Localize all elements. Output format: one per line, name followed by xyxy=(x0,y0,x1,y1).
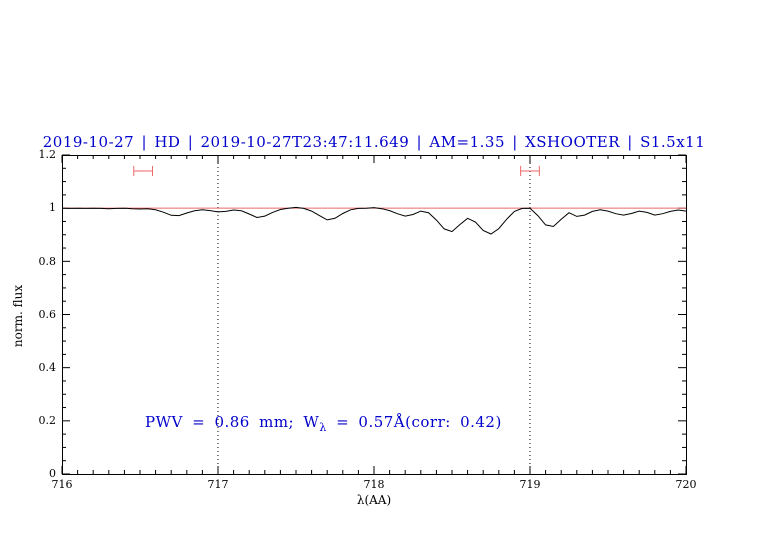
y-tick-label: 1 xyxy=(49,201,56,214)
y-tick-label: 0.4 xyxy=(38,361,57,374)
y-tick-label: 0.8 xyxy=(38,255,57,268)
x-tick-label: 717 xyxy=(207,478,229,491)
spectrum-line xyxy=(61,206,687,235)
plot-frame xyxy=(62,155,687,475)
plot-title: 2019-10-27 | HD | 2019-10-27T23:47:11.64… xyxy=(42,133,706,151)
pwv-annotation: PWV = 0.86 mm; Wλ = 0.57Å(corr: 0.42) xyxy=(145,413,502,434)
y-tick-label: 1.2 xyxy=(38,148,57,161)
y-tick-label: 0.2 xyxy=(38,414,57,427)
y-tick-label: 0.6 xyxy=(38,308,57,321)
x-axis-label: λ(AA) xyxy=(356,493,392,507)
x-tick-label: 720 xyxy=(675,478,697,491)
y-tick-label: 0 xyxy=(49,467,56,480)
pwv-annotation-prefix: PWV = 0.86 mm; W xyxy=(145,413,320,431)
pwv-annotation-suffix: = 0.57Å(corr: 0.42) xyxy=(326,413,502,431)
x-tick-label: 716 xyxy=(51,478,73,491)
x-tick-label: 719 xyxy=(519,478,541,491)
x-tick-label: 718 xyxy=(363,478,385,491)
pwv-annotation-subscript: λ xyxy=(319,421,327,434)
